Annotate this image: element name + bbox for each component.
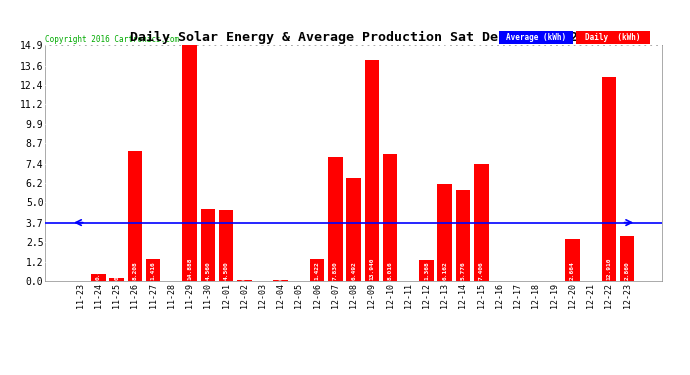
Bar [91,274,106,281]
Text: 0.000: 0.000 [169,261,174,280]
Bar [364,60,379,281]
Text: 7.830: 7.830 [333,261,338,280]
Text: Copyright 2016 Cartronics.com: Copyright 2016 Cartronics.com [45,35,179,44]
Text: 0.214: 0.214 [114,261,119,280]
Text: 0.000: 0.000 [497,261,502,280]
Bar [620,236,634,281]
Bar [346,178,361,281]
Text: 1.422: 1.422 [315,261,319,280]
Text: Daily  (kWh): Daily (kWh) [585,33,641,42]
Text: 14.888: 14.888 [187,257,192,280]
Bar [219,210,233,281]
Text: 13.940: 13.940 [369,257,375,280]
Bar [437,183,452,281]
Text: 0.000: 0.000 [533,261,538,280]
Text: 2.664: 2.664 [570,261,575,280]
Bar [237,280,252,281]
Text: 0.000: 0.000 [297,261,302,280]
Bar [110,278,124,281]
Bar [310,259,324,281]
Bar [328,157,343,281]
Bar [146,259,160,281]
Text: 2.860: 2.860 [624,261,629,280]
Bar [602,76,616,281]
Text: 0.000: 0.000 [78,261,83,280]
Text: 0.000: 0.000 [406,261,411,280]
FancyBboxPatch shape [576,31,650,44]
Text: 0.458: 0.458 [96,261,101,280]
Bar [383,154,397,281]
Text: 0.096: 0.096 [278,261,283,280]
Text: 0.000: 0.000 [551,261,557,280]
Text: 12.910: 12.910 [607,257,611,280]
Text: 6.492: 6.492 [351,261,356,280]
Text: 7.406: 7.406 [479,261,484,280]
Text: 0.060: 0.060 [241,261,247,280]
Text: 4.560: 4.560 [206,261,210,280]
Text: 4.500: 4.500 [224,261,228,280]
Text: 0.000: 0.000 [260,261,265,280]
Text: 8.016: 8.016 [388,261,393,280]
Bar [273,280,288,281]
Text: 6.162: 6.162 [442,261,447,280]
Bar [565,239,580,281]
Text: 0.000: 0.000 [515,261,520,280]
Bar [420,260,434,281]
Bar [455,190,471,281]
Text: 0.000: 0.000 [588,261,593,280]
Text: 1.416: 1.416 [150,261,156,280]
Text: Average (kWh): Average (kWh) [506,33,566,42]
Text: 1.368: 1.368 [424,261,429,280]
Bar [128,151,142,281]
Bar [474,164,489,281]
Title: Daily Solar Energy & Average Production Sat Dec 24 16:12: Daily Solar Energy & Average Production … [130,31,578,44]
Text: 8.208: 8.208 [132,261,137,280]
Text: 5.776: 5.776 [460,261,466,280]
Bar [182,45,197,281]
Bar [201,209,215,281]
FancyBboxPatch shape [499,31,573,44]
